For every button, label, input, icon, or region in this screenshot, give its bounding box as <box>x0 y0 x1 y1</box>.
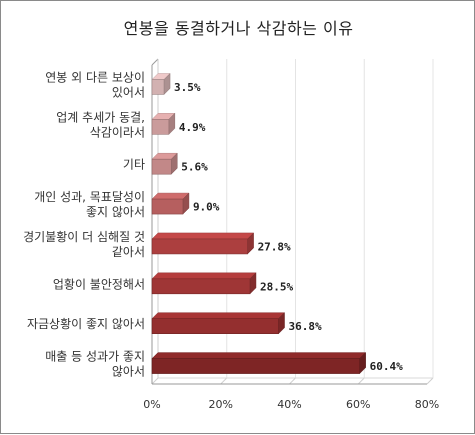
chart-title: 연봉을 동결하거나 삭감하는 이유 <box>123 19 354 38</box>
bar <box>151 79 165 95</box>
category-label: 자금상황이 좋지 않아서 <box>27 317 145 331</box>
category-label: 업계 추세가 동결, <box>56 110 145 124</box>
category-label: 업황이 불안정해서 <box>53 277 145 291</box>
x-tick-label: 80% <box>415 398 439 411</box>
bar <box>151 278 251 295</box>
bar-top-face <box>151 352 367 359</box>
bar-top-face <box>151 272 257 280</box>
bar-top-face <box>151 312 286 319</box>
data-label: 3.5% <box>174 81 201 94</box>
bar-top-face <box>151 192 190 200</box>
category-label: 좋지 않아서 <box>86 205 145 219</box>
wall-edge <box>151 58 159 66</box>
data-label: 60.4% <box>370 360 403 373</box>
floor-gridline <box>426 377 434 385</box>
bar <box>151 358 360 374</box>
bar-top-face <box>151 232 255 240</box>
data-label: 28.5% <box>260 280 293 293</box>
category-label: 경기불황이 더 심해질 것 <box>23 230 145 244</box>
x-tick-label: 60% <box>346 398 370 411</box>
category-label: 같아서 <box>112 245 145 259</box>
data-label: 5.6% <box>181 161 208 174</box>
floor-gridline <box>357 377 365 385</box>
floor-gridline <box>151 377 159 385</box>
category-label: 매출 등 성과가 좋지 <box>45 350 145 364</box>
data-label: 9.0% <box>193 201 220 214</box>
data-label: 4.9% <box>179 121 206 134</box>
x-tick-label: 0% <box>143 398 160 411</box>
category-label: 연봉 외 다른 보상이 <box>45 70 145 84</box>
bar <box>151 238 248 255</box>
x-tick-label: 20% <box>209 398 233 411</box>
floor-gridline <box>220 377 228 385</box>
data-label: 36.8% <box>289 320 322 333</box>
bar <box>151 158 172 175</box>
bar <box>151 318 279 334</box>
x-tick-label: 40% <box>277 398 301 411</box>
floor-gridline <box>289 377 296 385</box>
data-label: 27.8% <box>258 240 291 253</box>
bar <box>151 198 184 215</box>
category-label: 있어서 <box>112 85 145 99</box>
category-label: 기타 <box>123 158 145 172</box>
category-label: 삭감이라서 <box>90 125 145 139</box>
category-label: 개인 성과, 목표달성이 <box>34 190 145 204</box>
category-label: 않아서 <box>112 365 145 379</box>
bar <box>151 119 170 135</box>
